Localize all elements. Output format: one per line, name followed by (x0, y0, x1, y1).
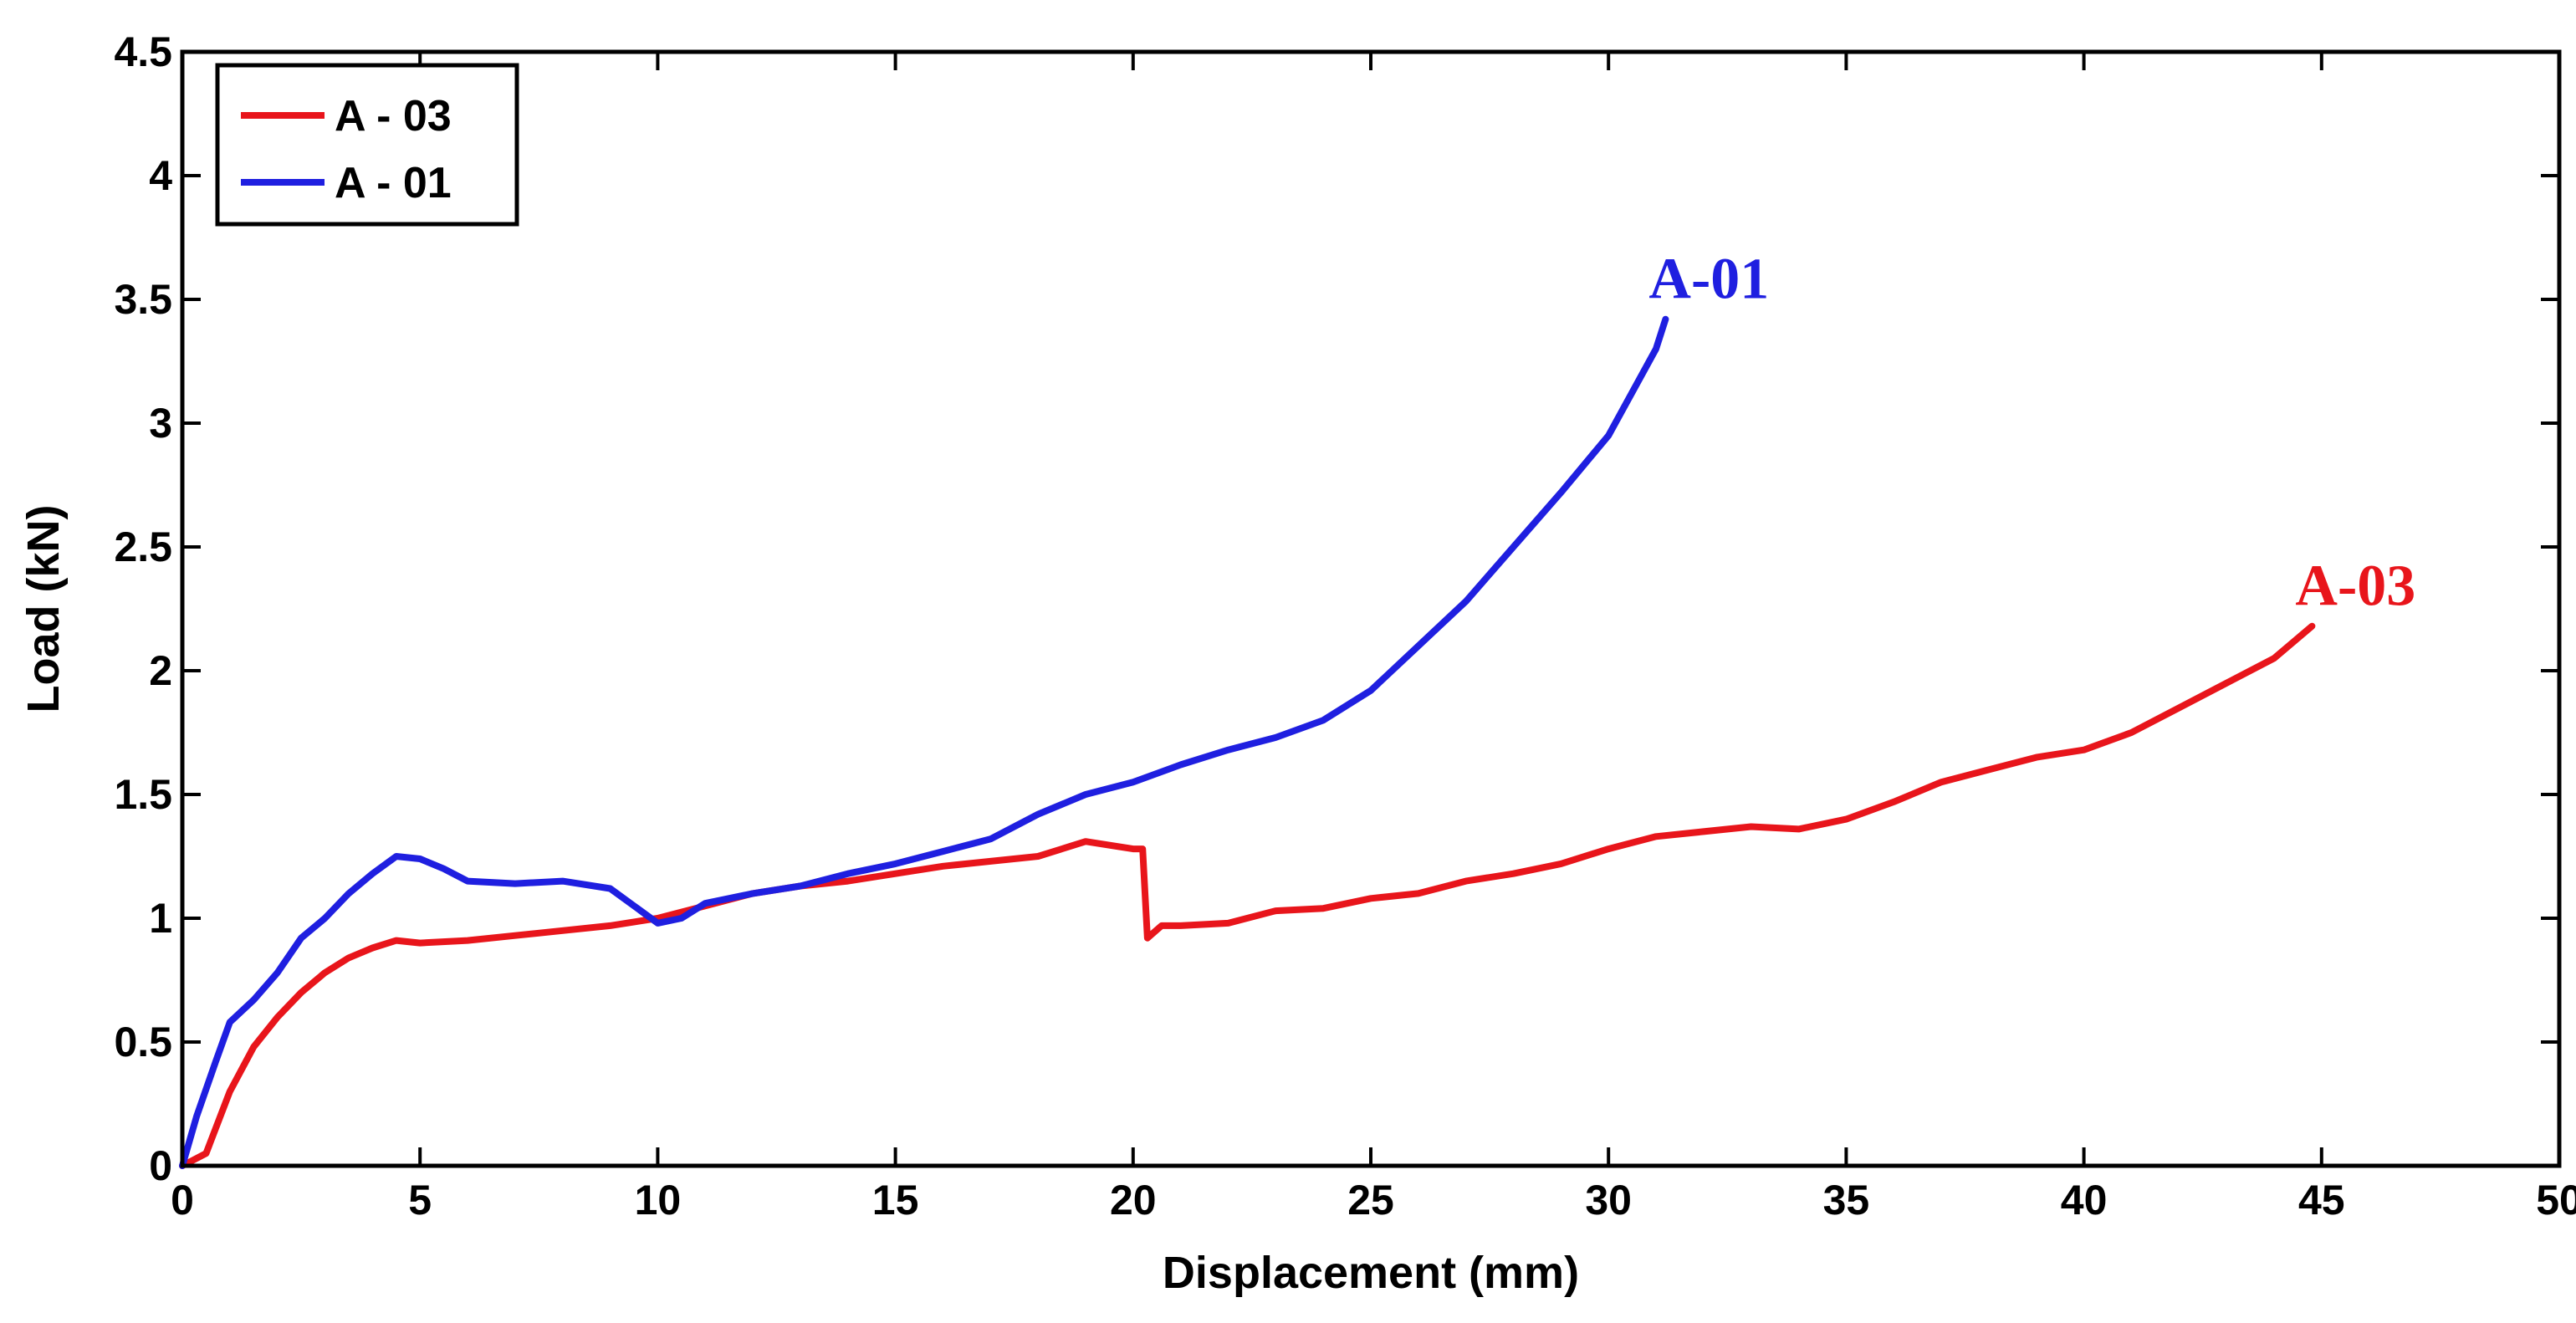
x-tick-label: 35 (1823, 1177, 1870, 1223)
series-layer (179, 315, 2316, 1169)
series-line-a-01 (179, 315, 1669, 1169)
x-tick-label: 15 (872, 1177, 919, 1223)
annotation-label: A-01 (1648, 248, 1769, 312)
x-tick-label: 0 (171, 1177, 194, 1223)
y-tick-label: 3 (149, 400, 172, 447)
x-tick-label: 25 (1347, 1177, 1394, 1223)
legend-box (215, 63, 519, 227)
x-tick-label: 40 (2061, 1177, 2108, 1223)
y-tick-label: 2.5 (114, 524, 172, 570)
x-tick-label: 50 (2536, 1177, 2576, 1223)
y-tick-label: 2 (149, 647, 172, 694)
x-tick-label: 20 (1110, 1177, 1157, 1223)
legend: A - 03 A - 01 (215, 63, 519, 227)
x-axis-title: Displacement (mm) (1163, 1248, 1579, 1298)
y-tick-label: 0 (149, 1142, 172, 1189)
annotation-layer: A-01 A-03 (1648, 248, 2415, 619)
x-tick-label: 5 (408, 1177, 432, 1223)
series-line-a-03 (179, 622, 2316, 1169)
x-tick-label: 30 (1585, 1177, 1632, 1223)
x-tick-label: 10 (635, 1177, 682, 1223)
ticks-layer: 0 5 10 15 20 25 30 35 40 45 50 0 0.5 1 1.5 2 2.5 3 3.5 4 4.5 (114, 28, 2576, 1223)
y-axis-title: Load (kN) (18, 505, 69, 713)
annotation-label: A-03 (2295, 554, 2415, 619)
legend-label: A - 01 (335, 159, 452, 207)
y-tick-label: 4.5 (114, 28, 172, 75)
y-tick-label: 1 (149, 895, 172, 942)
y-tick-label: 4 (149, 152, 172, 199)
x-tick-label: 45 (2298, 1177, 2345, 1223)
y-tick-label: 0.5 (114, 1019, 172, 1065)
legend-label: A - 03 (335, 92, 452, 140)
y-tick-label: 1.5 (114, 771, 172, 818)
y-tick-label: 3.5 (114, 276, 172, 323)
